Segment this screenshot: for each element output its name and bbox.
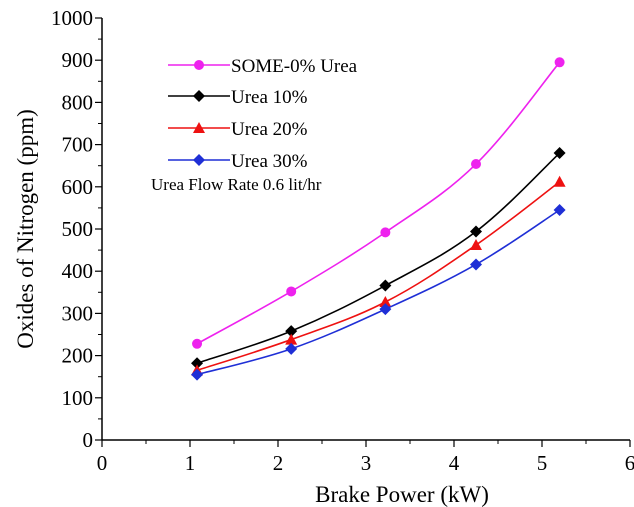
data-point-diamond — [470, 258, 482, 271]
data-point-circle — [471, 159, 481, 170]
data-point-diamond — [191, 368, 204, 381]
legend-item-urea-20: Urea 20% — [168, 119, 308, 140]
y-tick-label: 0 — [83, 428, 94, 452]
flow-rate-annotation: Urea Flow Rate 0.6 lit/hr — [151, 175, 322, 194]
series-3 — [191, 175, 566, 376]
series-layer — [191, 57, 566, 381]
y-ticks: 0 100 200 300 400 500 600 700 800 900 1000 — [51, 6, 102, 452]
legend-label: Urea 20% — [231, 119, 308, 140]
legend-label: Urea 10% — [231, 87, 308, 108]
series-line — [196, 209, 561, 376]
x-axis-title: Brake Power (kW) — [315, 482, 489, 507]
legend-label: SOME-0% Urea — [231, 56, 358, 77]
data-point-triangle — [379, 296, 392, 308]
data-point-circle — [554, 57, 565, 68]
y-tick-label: 200 — [62, 344, 94, 368]
data-point-diamond — [553, 147, 566, 160]
x-tick-label: 6 — [625, 451, 634, 475]
data-point-diamond — [553, 204, 566, 217]
x-tick-label: 3 — [361, 451, 372, 475]
data-point-triangle — [285, 333, 298, 345]
y-tick-label: 900 — [62, 48, 94, 72]
y-tick-label: 700 — [62, 133, 94, 157]
data-point-diamond — [470, 225, 482, 238]
series-1 — [192, 57, 565, 349]
legend-label: Urea 30% — [231, 151, 308, 172]
legend-item-urea-30: Urea 30% — [168, 151, 308, 172]
data-point-diamond — [285, 342, 298, 355]
y-axis-title: Oxides of Nitrogen (ppm) — [13, 109, 38, 349]
legend-item-some-0: SOME-0% Urea — [168, 56, 358, 77]
data-point-triangle — [553, 175, 566, 187]
y-tick-label: 400 — [62, 259, 94, 283]
legend-item-urea-10: Urea 10% — [168, 87, 308, 108]
x-tick-label: 5 — [537, 451, 548, 475]
data-point-circle — [286, 286, 297, 297]
data-point-diamond — [379, 279, 392, 292]
legend-diamond-marker — [193, 90, 205, 102]
x-tick-label: 4 — [449, 451, 460, 475]
data-point-diamond — [191, 357, 204, 370]
data-point-diamond — [379, 303, 392, 316]
data-point-diamond — [285, 325, 298, 338]
y-tick-label: 600 — [62, 175, 94, 199]
data-point-circle — [380, 227, 391, 238]
y-tick-label: 1000 — [51, 6, 93, 30]
x-ticks: 0 1 2 3 4 5 6 — [97, 440, 634, 475]
series-2 — [191, 147, 566, 370]
data-point-triangle — [470, 239, 482, 251]
legend-diamond-marker — [193, 154, 205, 166]
series-line — [196, 181, 561, 372]
legend: SOME-0% Urea Urea 10% Urea 20% Urea 30% … — [151, 56, 358, 194]
data-point-circle — [192, 338, 203, 349]
legend-triangle-marker — [193, 122, 205, 133]
series-4 — [191, 204, 566, 381]
x-tick-label: 2 — [273, 451, 284, 475]
y-tick-label: 800 — [62, 90, 94, 114]
legend-circle-marker — [194, 60, 204, 70]
x-tick-label: 0 — [97, 451, 108, 475]
y-tick-label: 100 — [62, 386, 94, 410]
y-tick-label: 500 — [62, 217, 94, 241]
y-tick-label: 300 — [62, 301, 94, 325]
x-tick-label: 1 — [185, 451, 196, 475]
